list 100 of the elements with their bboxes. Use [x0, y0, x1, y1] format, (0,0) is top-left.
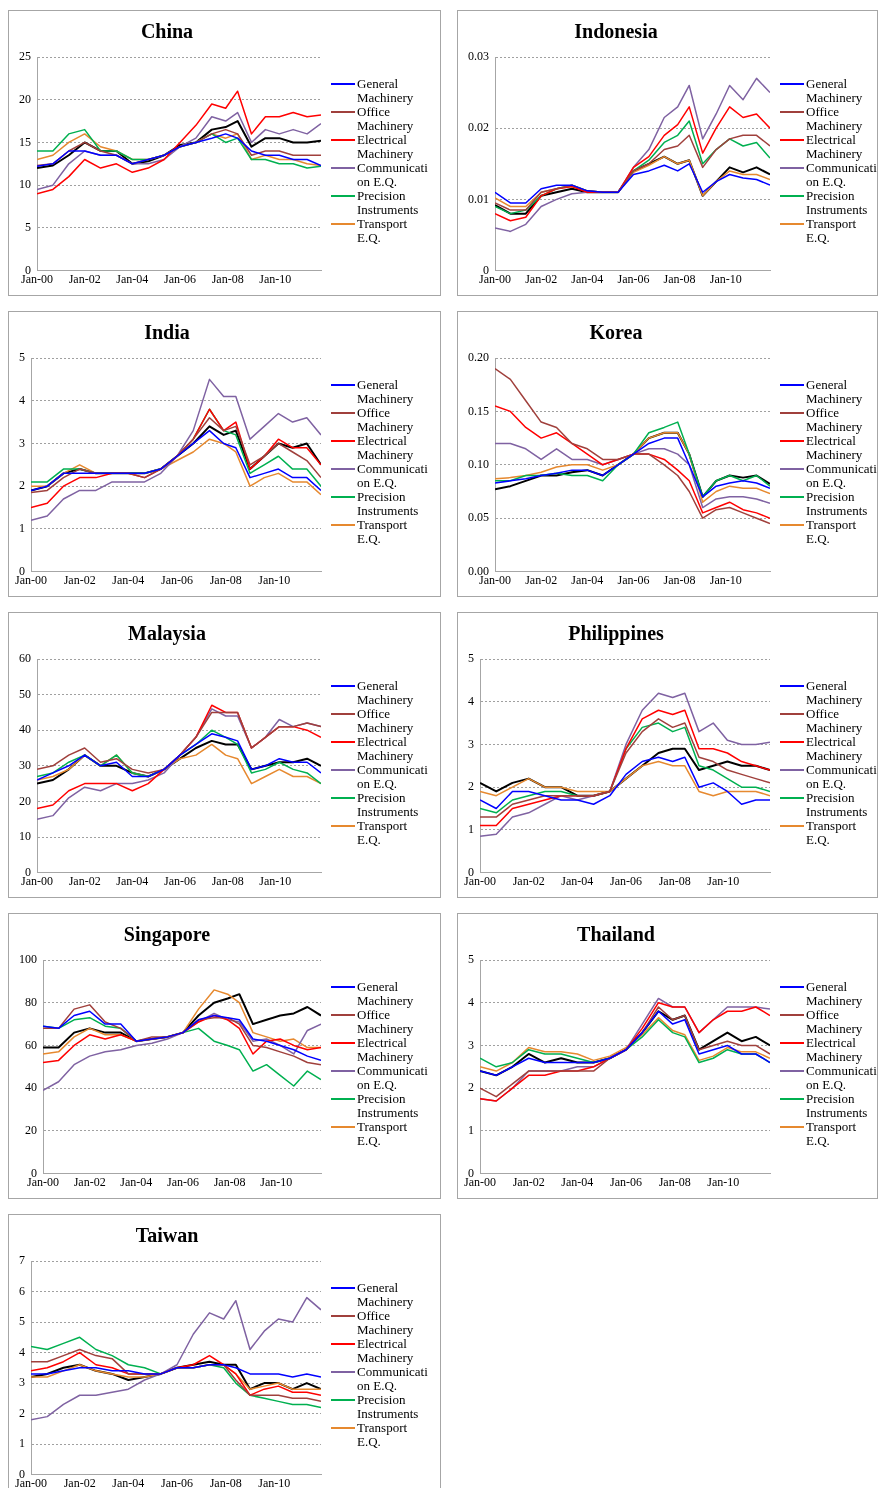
legend-label: Precision Instruments — [357, 790, 420, 819]
x-tick-label: Jan-10 — [259, 271, 292, 286]
x-tick-label: Jan-08 — [211, 873, 244, 888]
y-tick-label: 50 — [19, 686, 31, 701]
legend-label: Transport E.Q. — [357, 1420, 409, 1449]
y-tick-label: 2 — [468, 1080, 474, 1095]
legend-label: Precision Instruments — [806, 188, 869, 217]
x-tick-label: Jan-10 — [260, 1174, 293, 1189]
legend-label: Communication E.Q. — [357, 160, 429, 189]
y-tick-label: 0 — [25, 864, 31, 879]
legend-label: Electrical Machinery — [357, 734, 415, 763]
x-tick-label: Jan-02 — [68, 271, 101, 286]
y-tick-label: 60 — [25, 1037, 37, 1052]
y-tick-label: 0 — [468, 1165, 474, 1180]
y-tick-label: 1 — [19, 1436, 25, 1451]
y-tick-label: 20 — [19, 793, 31, 808]
x-tick-label: Jan-04 — [561, 1174, 594, 1189]
y-tick-label: 25 — [19, 49, 31, 64]
legend-label: Communication E.Q. — [806, 762, 878, 791]
legend-label: Electrical Machinery — [806, 1035, 864, 1064]
x-tick-label: Jan-08 — [209, 572, 242, 587]
y-tick-label: 1 — [468, 822, 474, 837]
chart-title: China — [140, 20, 194, 43]
legend-label: Precision Instruments — [806, 489, 869, 518]
chart-title: Thailand — [577, 923, 655, 946]
x-tick-label: Jan-04 — [571, 271, 604, 286]
x-tick-label: Jan-02 — [512, 1174, 545, 1189]
y-tick-label: 20 — [19, 91, 31, 106]
legend-label: Precision Instruments — [357, 489, 420, 518]
legend-label: Transport E.Q. — [357, 818, 409, 847]
legend-label: General Machinery — [357, 979, 415, 1008]
x-tick-label: Jan-06 — [610, 1174, 643, 1189]
legend-label: Electrical Machinery — [357, 1035, 415, 1064]
y-tick-label: 4 — [19, 1344, 25, 1359]
x-tick-label: Jan-06 — [617, 572, 650, 587]
y-tick-label: 5 — [25, 220, 31, 235]
y-tick-label: 80 — [25, 994, 37, 1009]
y-tick-label: 0.01 — [468, 191, 489, 206]
y-tick-label: 0 — [25, 262, 31, 277]
legend-label: Communication E.Q. — [357, 1364, 429, 1393]
x-tick-label: Jan-10 — [709, 572, 742, 587]
legend-label: Electrical Machinery — [806, 132, 864, 161]
x-tick-label: Jan-10 — [258, 1475, 291, 1488]
legend-label: General Machinery — [806, 979, 864, 1008]
y-tick-label: 0.10 — [468, 456, 489, 471]
chart-title: Singapore — [123, 923, 211, 947]
x-tick-label: Jan-10 — [707, 1174, 740, 1189]
y-tick-label: 2 — [468, 779, 474, 794]
y-tick-label: 3 — [468, 736, 474, 751]
y-tick-label: 4 — [19, 392, 25, 407]
x-tick-label: Jan-02 — [68, 873, 101, 888]
y-tick-label: 40 — [25, 1080, 37, 1095]
y-tick-label: 5 — [468, 651, 474, 666]
x-tick-label: Jan-06 — [617, 271, 650, 286]
legend-label: Precision Instruments — [357, 1091, 420, 1120]
legend-label: Communication E.Q. — [357, 762, 429, 791]
y-tick-label: 1 — [19, 521, 25, 536]
y-tick-label: 20 — [25, 1123, 37, 1138]
y-tick-label: 0 — [31, 1165, 37, 1180]
chart-title: Malaysia — [128, 622, 206, 646]
chart-title: Philippines — [568, 622, 665, 646]
legend-label: Electrical Machinery — [357, 132, 415, 161]
legend-label: Office Machinery — [357, 1308, 415, 1337]
y-tick-label: 0 — [19, 563, 25, 578]
x-tick-label: Jan-06 — [161, 572, 194, 587]
y-tick-label: 100 — [19, 952, 37, 967]
legend-label: Communication E.Q. — [806, 461, 878, 490]
chart-title: Taiwan — [135, 1224, 199, 1247]
y-tick-label: 15 — [19, 134, 31, 149]
legend-label: Precision Instruments — [806, 1091, 869, 1120]
x-tick-label: Jan-10 — [707, 873, 740, 888]
y-tick-label: 3 — [19, 1375, 25, 1390]
x-tick-label: Jan-02 — [73, 1174, 106, 1189]
y-tick-label: 10 — [19, 829, 31, 844]
legend-label: Communication E.Q. — [806, 160, 878, 189]
legend-label: Communication E.Q. — [357, 1063, 429, 1092]
x-tick-label: Jan-04 — [116, 271, 149, 286]
y-tick-label: 6 — [19, 1283, 25, 1298]
y-tick-label: 3 — [468, 1037, 474, 1052]
legend-label: Office Machinery — [806, 405, 864, 434]
legend-label: Communication E.Q. — [806, 1063, 878, 1092]
x-tick-label: Jan-02 — [525, 572, 558, 587]
x-tick-label: Jan-04 — [116, 873, 149, 888]
y-tick-label: 1 — [468, 1123, 474, 1138]
x-tick-label: Jan-08 — [663, 271, 696, 286]
legend-label: Electrical Machinery — [357, 433, 415, 462]
legend-label: Office Machinery — [357, 1007, 415, 1036]
legend-label: General Machinery — [806, 377, 864, 406]
y-tick-label: 10 — [19, 177, 31, 192]
legend-label: Electrical Machinery — [806, 734, 864, 763]
x-tick-label: Jan-08 — [663, 572, 696, 587]
y-tick-label: 5 — [19, 1314, 25, 1329]
x-tick-label: Jan-10 — [258, 572, 291, 587]
legend-label: Transport E.Q. — [806, 1119, 858, 1148]
legend-label: Office Machinery — [357, 104, 415, 133]
x-tick-label: Jan-04 — [561, 873, 594, 888]
x-tick-label: Jan-06 — [163, 271, 196, 286]
y-tick-label: 0.15 — [468, 403, 489, 418]
x-tick-label: Jan-02 — [512, 873, 545, 888]
legend-label: Precision Instruments — [806, 790, 869, 819]
